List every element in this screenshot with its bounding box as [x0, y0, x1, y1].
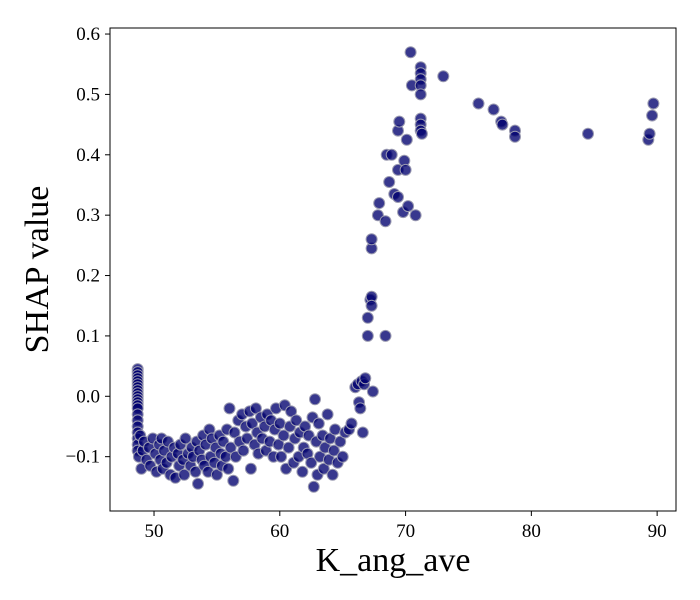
- data-point: [646, 109, 659, 122]
- data-point: [296, 465, 309, 478]
- data-point: [365, 299, 378, 312]
- data-point: [307, 480, 320, 493]
- data-point: [582, 127, 594, 140]
- data-point: [326, 468, 339, 481]
- data-point: [356, 426, 369, 439]
- data-point: [373, 197, 386, 210]
- data-point: [354, 402, 367, 415]
- x-axis-label: K_ang_ave: [316, 542, 471, 579]
- y-tick-label: 0.6: [76, 24, 100, 45]
- data-point: [496, 118, 509, 131]
- data-point: [404, 46, 417, 59]
- data-point: [317, 462, 330, 475]
- data-point: [400, 133, 413, 146]
- data-point: [237, 444, 250, 457]
- data-point: [178, 468, 191, 481]
- plot-frame: [109, 27, 677, 512]
- data-point: [361, 311, 374, 324]
- data-point: [277, 429, 290, 442]
- data-point: [402, 200, 415, 213]
- data-point: [210, 468, 223, 481]
- x-tick-label: 50: [145, 521, 164, 542]
- data-point: [379, 215, 392, 228]
- data-point: [228, 426, 241, 439]
- data-point: [273, 417, 286, 430]
- data-point: [365, 233, 378, 246]
- x-tick-label: 80: [522, 521, 541, 542]
- data-point: [275, 450, 288, 463]
- y-tick-label: −0.1: [66, 447, 100, 468]
- data-point: [312, 417, 325, 430]
- data-point: [399, 163, 412, 176]
- data-point: [392, 191, 404, 203]
- data-points: [131, 46, 660, 493]
- data-point: [359, 372, 372, 385]
- y-axis-ticks: −0.1 0.0 0.1 0.2 0.3 0.4 0.5 0.6: [66, 24, 110, 468]
- data-point: [244, 462, 257, 475]
- data-point: [290, 414, 303, 427]
- data-point: [647, 97, 660, 110]
- data-point: [282, 441, 295, 454]
- data-point: [334, 435, 347, 448]
- data-point: [309, 393, 321, 406]
- x-tick-label: 60: [270, 521, 289, 542]
- data-point: [379, 329, 392, 342]
- data-point: [179, 432, 192, 445]
- data-point: [224, 441, 237, 454]
- y-tick-label: 0.1: [76, 326, 100, 347]
- y-tick-label: 0.2: [76, 266, 100, 287]
- data-point: [192, 477, 204, 490]
- data-point: [249, 402, 262, 415]
- data-point: [437, 70, 450, 83]
- data-point: [345, 417, 358, 430]
- x-tick-label: 70: [396, 521, 415, 542]
- data-point: [227, 474, 240, 487]
- y-tick-label: 0.3: [76, 205, 100, 226]
- data-point: [409, 209, 422, 222]
- y-tick-label: 0.5: [76, 84, 100, 105]
- y-tick-label: 0.0: [76, 386, 100, 407]
- data-point: [285, 405, 298, 418]
- data-point: [472, 97, 485, 110]
- data-point: [329, 423, 342, 436]
- data-point: [509, 130, 521, 143]
- data-point: [327, 444, 340, 457]
- data-point: [305, 456, 318, 469]
- data-point: [321, 408, 334, 421]
- data-point: [336, 450, 349, 463]
- y-tick-label: 0.4: [76, 145, 100, 166]
- data-point: [385, 148, 398, 161]
- data-point: [366, 385, 379, 398]
- data-point: [643, 127, 656, 140]
- data-point: [222, 462, 235, 475]
- data-point: [383, 176, 396, 188]
- data-point: [487, 103, 500, 116]
- y-axis-label: SHAP value: [19, 186, 56, 354]
- data-point: [223, 402, 236, 415]
- data-point: [361, 329, 374, 342]
- x-tick-label: 90: [648, 521, 667, 542]
- data-point: [393, 115, 406, 128]
- x-axis-ticks: 50 60 70 80 90: [145, 511, 667, 542]
- data-point: [415, 127, 428, 140]
- data-point: [189, 465, 202, 478]
- data-point: [246, 417, 259, 430]
- data-point: [414, 88, 427, 101]
